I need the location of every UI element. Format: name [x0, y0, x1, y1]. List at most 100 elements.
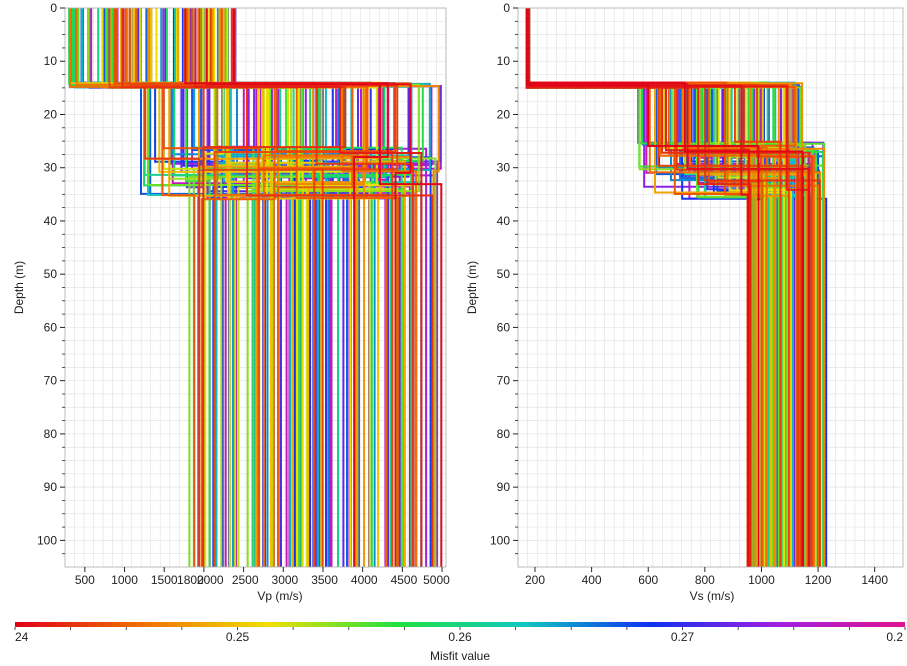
- velocity-profile-line: [164, 8, 324, 567]
- x-tick-label: 2500: [232, 573, 259, 587]
- y-tick-label: 80: [44, 427, 58, 441]
- velocity-profile-line: [526, 8, 760, 567]
- x-tick-label: 200: [525, 573, 545, 587]
- colorbar-tick-label: 0.26: [448, 630, 472, 644]
- velocity-profile-line: [219, 8, 383, 567]
- velocity-profile-line: [194, 8, 423, 567]
- velocity-profile-line: [130, 8, 274, 567]
- x-tick-label: 1800: [177, 573, 204, 587]
- y-tick-label: 10: [497, 54, 511, 68]
- x-axis-label: Vp (m/s): [257, 589, 302, 603]
- velocity-profile-line: [155, 8, 260, 567]
- x-tick-label: 2000: [197, 573, 224, 587]
- y-tick-label: 0: [50, 1, 57, 15]
- x-tick-label: 3500: [311, 573, 338, 587]
- velocity-profile-line: [230, 8, 414, 567]
- x-axis: 200 400 600 800 1000 1200 1400 Vs (m/s): [525, 567, 888, 603]
- y-tick-label: 70: [44, 374, 58, 388]
- velocity-profile-line: [190, 8, 399, 567]
- velocity-profile-line: [115, 8, 397, 567]
- x-tick-label: 5000: [423, 573, 450, 587]
- velocity-profile-line: [148, 8, 440, 567]
- velocity-profile-line: [105, 8, 287, 567]
- y-tick-label: 30: [497, 161, 511, 175]
- velocity-profile-line: [162, 8, 260, 567]
- velocity-profile-line: [121, 8, 347, 567]
- colorbar-gradient: [15, 622, 905, 627]
- y-tick-label: 80: [497, 427, 511, 441]
- y-tick-label: 70: [497, 374, 511, 388]
- x-tick-label: 1400: [861, 573, 888, 587]
- y-axis: 0 10 20 30 40 50 60 70 80 90 100 Depth (m): [465, 1, 518, 555]
- x-tick-label: 4000: [351, 573, 378, 587]
- x-axis-label: Vs (m/s): [690, 589, 735, 603]
- y-tick-label: 30: [44, 161, 58, 175]
- colorbar: 24 0.25 0.26 0.27 0.2 Misfit value: [14, 622, 906, 663]
- y-tick-label: 20: [497, 107, 511, 121]
- velocity-profile-line: [233, 8, 412, 567]
- x-tick-label: 1000: [111, 573, 138, 587]
- y-axis-label: Depth (m): [465, 261, 479, 314]
- velocity-profile-line: [527, 8, 749, 567]
- velocity-profile-line: [188, 8, 303, 567]
- y-tick-label: 100: [490, 533, 510, 547]
- velocity-profile-line: [87, 8, 420, 567]
- x-tick-label: 4500: [391, 573, 418, 587]
- velocity-profile-line: [198, 8, 434, 567]
- velocity-profile-line: [137, 8, 410, 567]
- x-tick-label: 500: [75, 573, 95, 587]
- x-tick-label: 1500: [151, 573, 178, 587]
- y-tick-label: 40: [497, 214, 511, 228]
- colorbar-tick-label: 24: [15, 630, 29, 644]
- velocity-profiles: [68, 8, 443, 567]
- velocity-profile-line: [108, 8, 394, 567]
- x-tick-label: 600: [638, 573, 658, 587]
- vs-panel: 0 10 20 30 40 50 60 70 80 90 100 Depth (m) 200 400 600…: [465, 1, 904, 603]
- velocity-profile-line: [205, 8, 443, 567]
- colorbar-label: Misfit value: [430, 649, 490, 663]
- velocity-profile-line: [184, 8, 389, 567]
- y-tick-label: 0: [503, 1, 510, 15]
- x-tick-label: 1000: [748, 573, 775, 587]
- y-tick-label: 60: [497, 320, 511, 334]
- velocity-profile-line: [101, 8, 352, 567]
- y-tick-label: 50: [44, 267, 58, 281]
- y-tick-label: 10: [44, 54, 58, 68]
- velocity-profile-line: [204, 8, 225, 567]
- velocity-profile-line: [144, 8, 212, 567]
- velocity-profile-line: [213, 8, 298, 567]
- y-tick-label: 90: [44, 480, 58, 494]
- y-tick-label: 60: [44, 320, 58, 334]
- velocity-profile-line: [186, 8, 354, 567]
- y-axis-label: Depth (m): [12, 261, 26, 314]
- velocity-profile-line: [75, 8, 418, 567]
- velocity-profile-line: [111, 8, 211, 567]
- velocity-profile-line: [106, 8, 392, 567]
- velocity-profile-line: [133, 8, 379, 567]
- x-tick-label: 1200: [805, 573, 832, 587]
- y-tick-label: 90: [497, 480, 511, 494]
- colorbar-tick-label: 0.27: [671, 630, 695, 644]
- vp-panel: 0 10 20 30 40 50 60 70 80 90 100 Depth (m) 500 1000 15…: [12, 1, 450, 603]
- velocity-profile-line: [128, 8, 324, 567]
- velocity-profile-line: [135, 8, 276, 567]
- velocity-profile-line: [73, 8, 413, 567]
- y-tick-label: 100: [37, 533, 57, 547]
- colorbar-tick-label: 0.2: [886, 630, 903, 644]
- y-axis: 0 10 20 30 40 50 60 70 80 90 100 Depth (m): [12, 1, 65, 555]
- y-tick-label: 40: [44, 214, 58, 228]
- x-tick-label: 800: [695, 573, 715, 587]
- colorbar-tick-label: 0.25: [226, 630, 250, 644]
- velocity-profile-line: [150, 8, 272, 567]
- x-tick-label: 3000: [272, 573, 299, 587]
- velocity-profile-line: [211, 8, 366, 567]
- velocity-profile-line: [222, 8, 310, 567]
- y-tick-label: 20: [44, 107, 58, 121]
- velocity-profile-line: [113, 8, 196, 567]
- x-tick-label: 400: [582, 573, 602, 587]
- velocity-profiles: [525, 8, 828, 567]
- velocity-profile-line: [77, 8, 404, 567]
- y-tick-label: 50: [497, 267, 511, 281]
